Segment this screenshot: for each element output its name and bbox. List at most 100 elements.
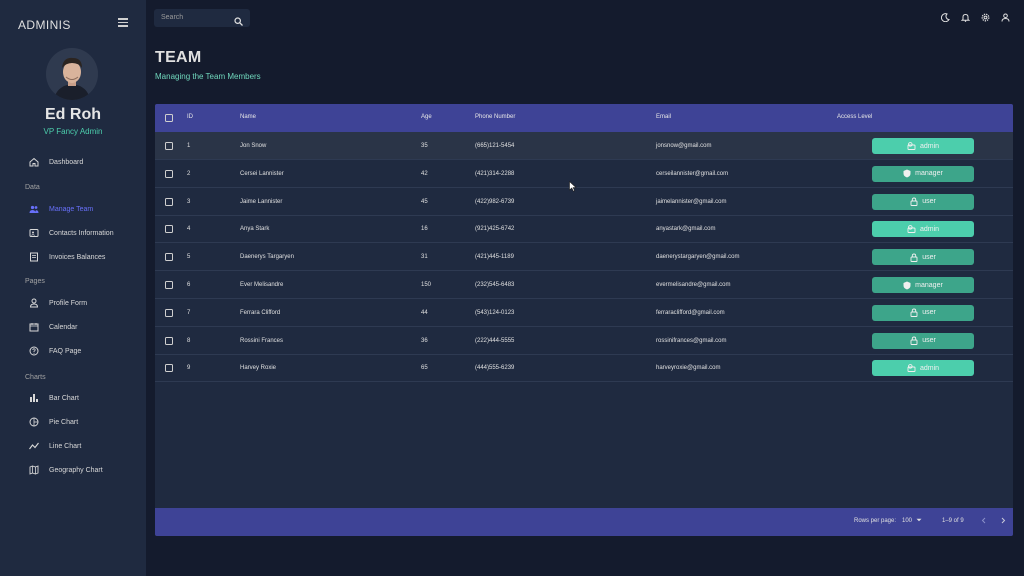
sidebar-item-faq[interactable]: FAQ Page xyxy=(29,344,81,358)
column-header-age[interactable]: Age xyxy=(421,114,432,120)
brand-logo: ADMINIS xyxy=(18,18,71,32)
chevron-down-icon[interactable] xyxy=(916,517,922,525)
sidebar-item-pie-chart[interactable]: Pie Chart xyxy=(29,415,78,429)
sidebar-item-label: Invoices Balances xyxy=(49,253,106,261)
pagination-range: 1–9 of 9 xyxy=(942,518,964,524)
table-row[interactable]: 6 Ever Melisandre 150 (232)545-6483 evermeli… xyxy=(155,271,1013,299)
table-row[interactable]: 5 Daenerys Targaryen 31 (421)445-1189 daener… xyxy=(155,243,1013,272)
access-level-badge: user xyxy=(872,249,974,266)
cell-age: 65 xyxy=(421,365,428,372)
cell-id: 5 xyxy=(187,254,191,261)
cell-name: Anya Stark xyxy=(240,226,270,233)
table-row[interactable]: 9 Harvey Roxie 65 (444)555-6239 harveyroxie@… xyxy=(155,354,1013,383)
column-header-phone[interactable]: Phone Number xyxy=(475,114,516,120)
previous-page-icon[interactable] xyxy=(981,517,987,526)
lock-icon xyxy=(910,336,918,346)
cell-email: rossinifrances@gmail.com xyxy=(656,337,727,344)
cell-age: 36 xyxy=(421,337,428,344)
row-checkbox[interactable] xyxy=(165,169,173,178)
top-icons xyxy=(941,13,1010,22)
lock-icon xyxy=(910,197,918,207)
column-header-email[interactable]: Email xyxy=(656,114,672,120)
table-row[interactable]: 3 Jaime Lannister 45 (422)982-6739 jaimelann… xyxy=(155,188,1013,216)
sidebar-item-invoices[interactable]: Invoices Balances xyxy=(29,250,105,264)
cell-email: jonsnow@gmail.com xyxy=(656,143,712,149)
person-icon[interactable] xyxy=(1001,13,1010,22)
sidebar-item-contacts[interactable]: Contacts Information xyxy=(29,226,114,240)
sidebar-item-label: Calendar xyxy=(49,323,78,331)
access-level-label: manager xyxy=(915,170,943,178)
rows-per-page-select[interactable]: 100 xyxy=(902,518,913,524)
table-row[interactable]: 2 Cersei Lannister 42 (421)314-2288 cerseila… xyxy=(155,160,1013,188)
cell-name: Cersei Lannister xyxy=(240,170,284,177)
access-level-label: admin xyxy=(919,364,940,372)
cell-name: Ferrara Clifford xyxy=(240,309,281,316)
access-level-label: user xyxy=(922,309,936,317)
sidebar-item-label: Pie Chart xyxy=(49,418,79,426)
access-level-badge: admin xyxy=(872,221,974,238)
table-row[interactable]: 7 Ferrara Clifford 44 (543)124-0123 ferrarac… xyxy=(155,299,1013,327)
access-level-label: manager xyxy=(915,281,943,289)
notifications-icon[interactable] xyxy=(961,13,970,22)
cell-phone: (232)545-6483 xyxy=(475,282,515,288)
search-icon[interactable] xyxy=(234,13,243,26)
table-header: ID Name Age Phone Number Email Access Le… xyxy=(155,104,1013,132)
cell-email: evermelisandre@gmail.com xyxy=(656,282,731,288)
table-row[interactable]: 1 Jon Snow 35 (665)121-5454 jonsnow@gmail.co… xyxy=(155,132,1013,160)
sidebar-item-dashboard[interactable]: Dashboard xyxy=(29,155,83,169)
row-checkbox[interactable] xyxy=(165,225,173,234)
table-row[interactable]: 8 Rossini Frances 36 (222)444-5555 rossinifr… xyxy=(155,327,1013,355)
search-bar[interactable]: Search xyxy=(154,9,250,27)
table-row[interactable]: 4 Anya Stark 16 (921)425-6742 anyastark@gmai… xyxy=(155,215,1013,244)
column-header-name[interactable]: Name xyxy=(240,114,257,120)
cell-id: 2 xyxy=(187,170,191,177)
row-checkbox[interactable] xyxy=(165,197,173,206)
cell-age: 35 xyxy=(421,143,428,149)
row-checkbox[interactable] xyxy=(165,364,173,373)
sidebar-section-pages: Pages xyxy=(25,278,45,285)
settings-icon[interactable] xyxy=(981,13,990,22)
next-page-icon[interactable] xyxy=(1000,517,1006,526)
sidebar-item-calendar[interactable]: Calendar xyxy=(29,320,77,334)
cell-email: daenerystargaryen@gmail.com xyxy=(656,254,740,261)
row-checkbox[interactable] xyxy=(165,281,173,289)
page-title: TEAM xyxy=(155,49,202,66)
access-level-badge: user xyxy=(872,304,974,321)
calendar-icon xyxy=(29,322,39,332)
sidebar-item-line-chart[interactable]: Line Chart xyxy=(29,439,81,453)
menu-icon[interactable] xyxy=(118,18,128,27)
admin-icon xyxy=(907,225,916,234)
lock-icon xyxy=(910,308,918,318)
line-chart-icon xyxy=(29,441,39,451)
cell-name: Jaime Lannister xyxy=(240,198,283,205)
sidebar-item-profile-form[interactable]: Profile Form xyxy=(29,296,87,310)
contacts-icon xyxy=(29,228,39,238)
cell-age: 150 xyxy=(421,282,432,288)
admin-icon xyxy=(907,142,916,150)
row-checkbox[interactable] xyxy=(165,308,173,317)
dark-mode-icon[interactable] xyxy=(941,13,950,22)
sidebar-item-geography-chart[interactable]: Geography Chart xyxy=(29,463,103,477)
sidebar-item-bar-chart[interactable]: Bar Chart xyxy=(29,391,79,405)
cell-id: 7 xyxy=(187,309,191,316)
column-header-access[interactable]: Access Level xyxy=(837,114,873,120)
row-checkbox[interactable] xyxy=(165,336,173,345)
security-icon xyxy=(903,169,911,178)
sidebar-item-label: Profile Form xyxy=(49,299,88,307)
cell-age: 16 xyxy=(421,226,428,233)
search-input[interactable]: Search xyxy=(161,14,184,21)
cell-id: 1 xyxy=(187,143,191,149)
select-all-checkbox[interactable] xyxy=(165,114,173,122)
cell-email: cerseilannister@gmail.com xyxy=(656,170,729,177)
sidebar-section-data: Data xyxy=(25,184,40,191)
pie-chart-icon xyxy=(29,417,39,427)
profile-role: VP Fancy Admin xyxy=(43,127,103,136)
profile-name: Ed Roh xyxy=(45,106,101,123)
sidebar-item-manage-team[interactable]: Manage Team xyxy=(29,202,93,216)
row-checkbox[interactable] xyxy=(165,142,173,150)
column-header-id[interactable]: ID xyxy=(187,114,193,120)
rows-per-page-label: Rows per page: xyxy=(854,518,897,524)
avatar xyxy=(46,48,98,100)
row-checkbox[interactable] xyxy=(165,253,173,262)
sidebar-item-label: FAQ Page xyxy=(49,347,82,355)
